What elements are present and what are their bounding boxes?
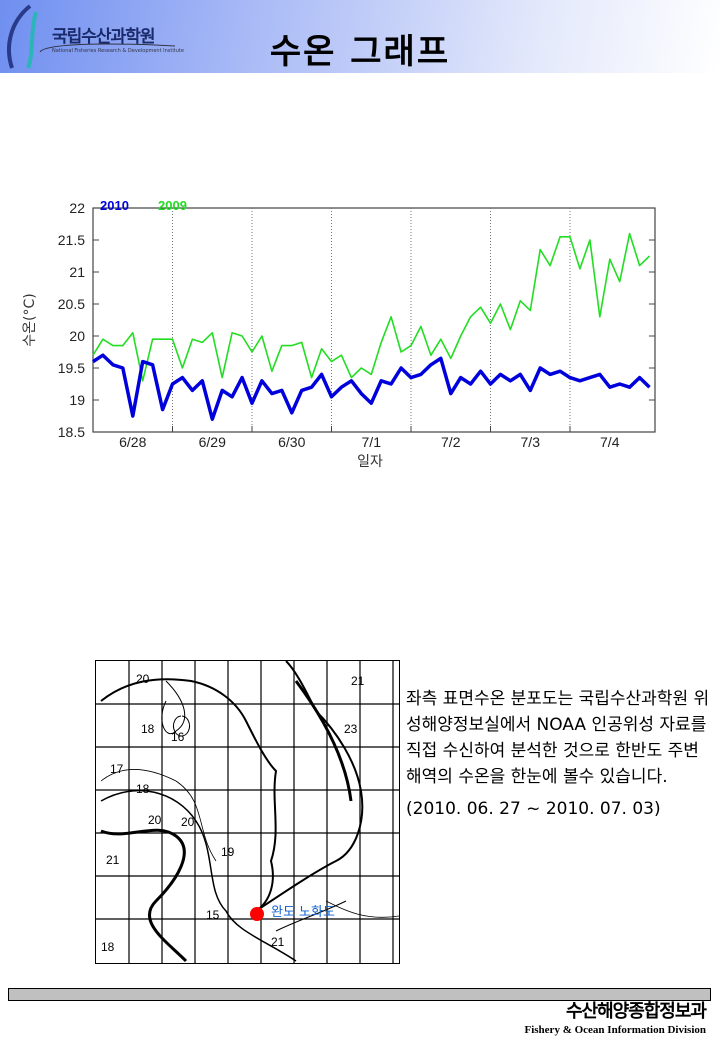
contour-label: 16: [171, 730, 185, 744]
y-tick-label: 22: [69, 200, 85, 216]
contour-label: 20: [136, 672, 150, 686]
logo-subtitle: National Fisheries Research & Developmen…: [52, 48, 184, 54]
contour-label: 18: [141, 722, 155, 736]
header-banner: 국립수산과학원 National Fisheries Research & De…: [0, 0, 720, 73]
location-label: 완도 노화도: [271, 905, 335, 920]
y-tick-label: 21.5: [58, 232, 85, 248]
footer-bar: [8, 988, 711, 1001]
x-tick-label: 7/1: [362, 434, 382, 450]
footer-division-korean: 수산해양종합정보과: [565, 1001, 707, 1022]
x-tick-label: 7/2: [441, 434, 461, 450]
y-tick-label: 19: [69, 392, 85, 408]
contour-label: 18: [101, 940, 115, 954]
contour-label: 20: [181, 815, 195, 829]
y-tick-label: 18.5: [58, 424, 85, 440]
y-axis-label: 수온(°C): [22, 293, 38, 346]
y-tick-label: 21: [69, 264, 85, 280]
x-tick-label: 6/28: [119, 434, 146, 450]
description-text: 좌측 표면수온 분포도는 국립수산과학원 위성해양정보실에서 NOAA 인공위성…: [406, 689, 710, 787]
series-line-2010: [92, 353, 651, 421]
contour-label: 20: [148, 813, 162, 827]
x-tick-label: 6/30: [278, 434, 305, 450]
contour-label: 21: [351, 674, 365, 688]
period-text: (2010. 06. 27 ~ 2010. 07. 03): [406, 799, 661, 819]
contour-label: 21: [106, 853, 120, 867]
location-marker: [250, 907, 264, 921]
footer-division-english: Fishery & Ocean Information Division: [524, 1024, 707, 1036]
y-tick-label: 20: [69, 328, 85, 344]
contour-label: 15: [206, 908, 220, 922]
x-tick-label: 7/4: [600, 434, 620, 450]
legend-2009: 2009: [158, 198, 187, 213]
y-tick-label: 19.5: [58, 360, 85, 376]
description-block: 좌측 표면수온 분포도는 국립수산과학원 위성해양정보실에서 NOAA 인공위성…: [406, 686, 710, 822]
contour-label: 19: [221, 845, 235, 859]
x-tick-label: 6/29: [199, 434, 226, 450]
legend-2010: 2010: [100, 198, 129, 213]
logo-text: 국립수산과학원: [52, 27, 155, 47]
contour-label: 23: [344, 722, 358, 736]
nfrdi-logo-icon: [7, 4, 176, 69]
x-tick-label: 7/3: [521, 434, 541, 450]
y-tick-label: 20.5: [58, 296, 85, 312]
contour-label: 18: [136, 782, 150, 796]
water-temperature-chart: 18.5 19 19.5 20 20.5 21 21.5 22 6/28 6/29 6/30 7/1 7…: [22, 200, 656, 470]
series-line-2009: [92, 232, 651, 382]
page-title: 수온 그래프: [269, 32, 451, 72]
x-axis-label: 일자: [357, 454, 383, 470]
contour-label: 17: [110, 762, 124, 776]
contour-label: 21: [271, 935, 285, 949]
sea-surface-temperature-map: 20 18 16 17 18 20 20 21 19 15 21 18 21 23 완도 노화도: [95, 660, 400, 964]
